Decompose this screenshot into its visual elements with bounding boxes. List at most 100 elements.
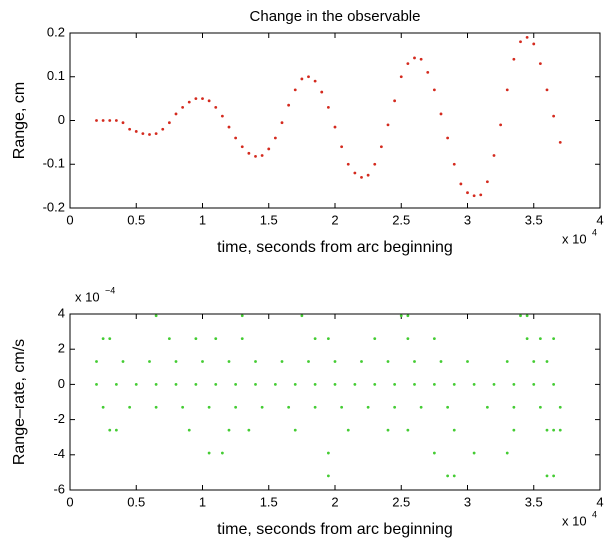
data-point bbox=[386, 360, 390, 363]
data-point bbox=[366, 173, 370, 177]
data-point bbox=[227, 125, 231, 129]
data-point bbox=[333, 360, 337, 363]
data-point bbox=[260, 154, 264, 157]
y-tick-label: -2 bbox=[53, 411, 65, 426]
data-point bbox=[512, 428, 516, 432]
data-point bbox=[194, 97, 198, 101]
data-point bbox=[439, 112, 443, 116]
data-point bbox=[280, 121, 284, 125]
data-point bbox=[552, 428, 556, 432]
y-tick-label: 0.1 bbox=[47, 68, 65, 83]
data-point bbox=[293, 88, 297, 92]
data-point bbox=[426, 70, 430, 74]
data-point bbox=[558, 428, 562, 432]
data-point bbox=[406, 314, 410, 318]
data-point bbox=[154, 132, 158, 136]
data-point bbox=[479, 193, 483, 197]
data-point bbox=[293, 428, 297, 432]
data-point bbox=[234, 405, 238, 409]
data-point bbox=[247, 151, 251, 155]
data-point bbox=[413, 383, 416, 386]
data-point bbox=[452, 162, 456, 166]
data-point bbox=[201, 97, 204, 101]
data-point bbox=[267, 147, 271, 151]
data-point bbox=[234, 383, 238, 386]
data-point bbox=[545, 474, 549, 478]
data-point bbox=[446, 136, 450, 140]
data-point bbox=[287, 405, 291, 409]
data-point bbox=[525, 35, 529, 39]
data-point bbox=[214, 383, 218, 386]
data-point bbox=[446, 474, 450, 478]
data-point bbox=[214, 105, 218, 109]
data-point bbox=[512, 405, 516, 409]
data-point bbox=[114, 119, 118, 122]
data-point bbox=[393, 405, 397, 409]
data-point bbox=[386, 123, 390, 127]
data-point bbox=[161, 127, 165, 131]
data-point bbox=[419, 405, 423, 409]
x-tick-label: 4 bbox=[596, 212, 603, 227]
data-point bbox=[333, 383, 337, 386]
data-point bbox=[108, 428, 112, 432]
y-tick-label: 0 bbox=[58, 376, 65, 391]
x-tick-label: 3 bbox=[464, 494, 471, 509]
data-point bbox=[247, 428, 251, 432]
y-scale-exponent: −4 bbox=[105, 285, 115, 295]
data-point bbox=[393, 383, 397, 386]
x-scale-label: x 10 bbox=[562, 231, 587, 246]
data-point bbox=[346, 428, 350, 432]
data-point bbox=[313, 383, 317, 386]
data-point bbox=[114, 383, 118, 386]
data-point bbox=[340, 405, 344, 409]
data-point bbox=[121, 121, 125, 125]
x-scale-exponent: 4 bbox=[592, 227, 597, 237]
data-point bbox=[174, 383, 178, 386]
data-point bbox=[313, 405, 317, 409]
x-tick-label: 1.5 bbox=[260, 494, 278, 509]
data-point bbox=[300, 314, 304, 318]
data-point bbox=[326, 337, 330, 341]
y-tick-label: 0.2 bbox=[47, 24, 65, 39]
data-point bbox=[432, 88, 436, 92]
data-point bbox=[194, 383, 198, 386]
data-point bbox=[287, 103, 291, 107]
data-point bbox=[326, 105, 330, 109]
data-point bbox=[366, 405, 370, 409]
data-point bbox=[386, 428, 390, 432]
data-point bbox=[419, 57, 423, 61]
data-point bbox=[207, 451, 211, 455]
data-point bbox=[432, 383, 436, 386]
data-point bbox=[406, 337, 410, 341]
x-tick-label: 0 bbox=[66, 494, 73, 509]
data-point bbox=[141, 132, 145, 136]
data-point bbox=[254, 154, 257, 158]
data-point bbox=[194, 337, 198, 341]
data-point bbox=[532, 42, 536, 46]
data-point bbox=[432, 451, 436, 455]
data-point bbox=[128, 405, 132, 409]
x-axis-label: time, seconds from arc beginning bbox=[217, 521, 453, 538]
data-point bbox=[280, 360, 284, 363]
data-point bbox=[134, 130, 138, 133]
data-point bbox=[538, 405, 542, 409]
data-point bbox=[260, 405, 264, 409]
data-point bbox=[220, 451, 224, 455]
data-point bbox=[472, 194, 476, 198]
data-point bbox=[532, 383, 536, 386]
data-point bbox=[545, 88, 549, 92]
data-point bbox=[201, 360, 204, 363]
y-tick-label: -0.2 bbox=[43, 199, 65, 214]
data-point bbox=[552, 114, 556, 118]
data-point bbox=[446, 405, 450, 409]
data-point bbox=[360, 175, 363, 179]
x-tick-label: 1.5 bbox=[260, 212, 278, 227]
data-point bbox=[307, 360, 310, 363]
data-point bbox=[413, 56, 416, 60]
x-tick-label: 0.5 bbox=[127, 494, 145, 509]
data-point bbox=[181, 405, 185, 409]
data-point bbox=[466, 191, 469, 195]
data-point bbox=[167, 337, 171, 341]
data-point bbox=[485, 180, 489, 184]
